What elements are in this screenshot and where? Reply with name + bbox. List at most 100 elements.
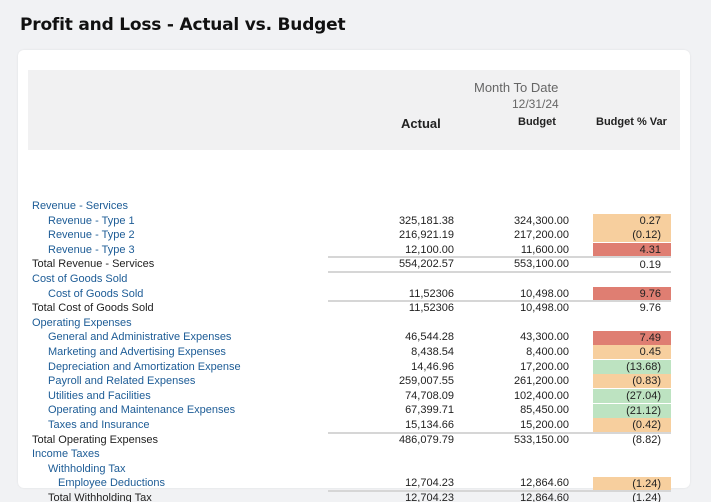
table-row: Utilities and Facilities 74,708.09 102,400…: [18, 389, 690, 404]
actual-value: 11,52306: [408, 302, 454, 315]
total-label: Total Cost of Goods Sold: [32, 302, 154, 315]
table-row: Total Cost of Goods Sold 11,52306 10,498.0…: [18, 300, 690, 316]
budget-var-value: 9.76: [639, 302, 661, 315]
account-link[interactable]: Operating Expenses: [32, 316, 132, 329]
table-row: Revenue - Type 1 325,181.38 324,300.00 0.27: [18, 213, 690, 229]
account-link[interactable]: Revenue - Type 3: [48, 243, 135, 256]
actual-column-header: Actual: [401, 116, 441, 131]
budget-var-value: (13.68): [593, 359, 671, 374]
budget-value: 8,400.00: [526, 345, 569, 358]
budget-var-value: (0.12): [593, 228, 671, 243]
budget-var-value: 7.49: [593, 330, 671, 345]
budget-var-value: [593, 199, 671, 213]
account-link[interactable]: Marketing and Advertising Expenses: [48, 345, 226, 358]
budget-var-value: (0.42): [593, 418, 671, 433]
table-row: Taxes and Insurance 15,134.66 15,200.00 (0.…: [18, 418, 690, 433]
actual-value: 12,704.23: [405, 477, 454, 490]
actual-value: 74,708.09: [405, 389, 454, 402]
table-row: Marketing and Advertising Expenses 8,438.…: [18, 345, 690, 360]
account-link[interactable]: Income Taxes: [32, 448, 100, 461]
budget-value: 12,864.60: [520, 477, 569, 490]
table-row: Payroll and Related Expenses 259,007.55 26…: [18, 374, 690, 389]
total-label: Total Operating Expenses: [32, 433, 158, 446]
account-link[interactable]: Operating and Maintenance Expenses: [48, 404, 236, 417]
table-row: Depreciation and Amortization Expense 14,…: [18, 359, 690, 375]
budget-value: 102,400.00: [513, 389, 569, 402]
budget-var-value: (21.12): [593, 403, 671, 418]
budget-value: 12,864.60: [520, 491, 569, 502]
budget-value: 261,200.00: [513, 375, 569, 388]
table-row: Total Withholding Tax 12,704.23 12,864.60 (…: [18, 489, 690, 502]
budget-var-value: [593, 462, 671, 476]
account-link[interactable]: Revenue - Services: [32, 200, 128, 212]
actual-value: 554,202.57: [398, 258, 454, 271]
budget-var-value: 0.27: [593, 213, 671, 228]
actual-value: 12,704.23: [405, 491, 454, 502]
period-label: Month To Date: [474, 80, 559, 95]
page-title: Profit and Loss - Actual vs. Budget: [20, 15, 346, 35]
total-divider: [328, 431, 671, 434]
actual-value: 14,46.96: [411, 360, 454, 373]
table-row: Employee Deductions 12,704.23 12,864.60 (1.…: [18, 476, 690, 491]
actual-value: 67,399.71: [405, 404, 454, 417]
budget-value: 11,600.00: [520, 243, 569, 256]
actual-value: 486,079.79: [398, 433, 454, 446]
table-row: Revenue - Type 3 12,100.00 11,600.00 4.31: [18, 243, 690, 258]
budget-value: 17,200.00: [520, 360, 569, 373]
table-row: Operating and Maintenance Expenses 67,399…: [18, 403, 690, 418]
budget-value: 10,498.00: [520, 302, 569, 315]
table-row: Cost of Goods Sold 11,52306 10,498.00 9.76: [18, 286, 690, 302]
actual-value: 11,52306: [408, 287, 454, 300]
total-label: Total Withholding Tax: [48, 491, 152, 502]
budget-var-value: 0.45: [593, 345, 671, 360]
table-row: Income Taxes: [18, 447, 690, 462]
table-row: Withholding Tax: [18, 462, 690, 477]
budget-var-value: [593, 316, 671, 330]
actual-value: 8,438.54: [411, 345, 454, 358]
budget-value: 85,450.00: [520, 404, 569, 417]
account-link[interactable]: Revenue - Type 2: [48, 229, 135, 242]
total-label: Total Revenue - Services: [32, 258, 155, 271]
table-row: Total Revenue - Services 554,202.57 553,10…: [18, 256, 690, 272]
budget-var-value: (1.24): [632, 492, 661, 502]
budget-var-column-header: Budget % Var: [596, 116, 667, 128]
account-link[interactable]: Taxes and Insurance: [48, 418, 150, 431]
budget-value: 217,200.00: [513, 229, 569, 242]
actual-value: 46,544.28: [405, 331, 454, 344]
budget-value: 10,498.00: [520, 287, 569, 300]
total-divider: [328, 489, 671, 492]
actual-value: 216,921.19: [398, 229, 454, 242]
budget-value: 43,300.00: [520, 331, 569, 344]
total-divider: [328, 270, 671, 273]
account-link[interactable]: Depreciation and Amortization Expense: [48, 360, 241, 373]
account-link[interactable]: Cost of Goods Sold: [32, 272, 128, 285]
account-link[interactable]: General and Administrative Expenses: [48, 331, 232, 344]
budget-value: 324,300.00: [513, 214, 569, 227]
account-link[interactable]: Withholding Tax: [48, 462, 126, 475]
table-row: General and Administrative Expenses 46,54…: [18, 330, 690, 345]
budget-var-value: 9.76: [593, 286, 671, 301]
actual-value: 259,007.55: [398, 375, 454, 388]
report-rows: Revenue - Services Revenue - Type 1 325,18…: [18, 150, 690, 502]
budget-var-value: 4.31: [593, 243, 671, 258]
budget-var-value: (0.83): [593, 374, 671, 389]
actual-value: 12,100.00: [405, 243, 454, 256]
account-link[interactable]: Cost of Goods Sold: [48, 287, 144, 300]
account-link[interactable]: Utilities and Facilities: [48, 389, 151, 402]
table-row: Revenue - Services: [18, 199, 690, 214]
budget-value: 533,150.00: [513, 433, 569, 446]
table-row: Revenue - Type 2 216,921.19 217,200.00 (0.1…: [18, 228, 690, 243]
budget-var-value: 0.19: [639, 258, 661, 271]
total-divider: [328, 300, 671, 303]
budget-var-value: [593, 447, 671, 461]
budget-var-value: (1.24): [593, 476, 671, 491]
actual-value: 325,181.38: [398, 214, 454, 227]
account-link[interactable]: Payroll and Related Expenses: [48, 375, 196, 388]
table-row: Total Operating Expenses 486,079.79 533,15…: [18, 431, 690, 448]
budget-var-value: (27.04): [593, 389, 671, 404]
budget-column-header: Budget: [518, 116, 556, 128]
account-link[interactable]: Revenue - Type 1: [48, 214, 135, 227]
report-card: Month To Date 12/31/24 Actual Budget Bud…: [18, 50, 690, 502]
budget-value: 553,100.00: [513, 258, 569, 271]
account-link[interactable]: Employee Deductions: [58, 477, 166, 490]
